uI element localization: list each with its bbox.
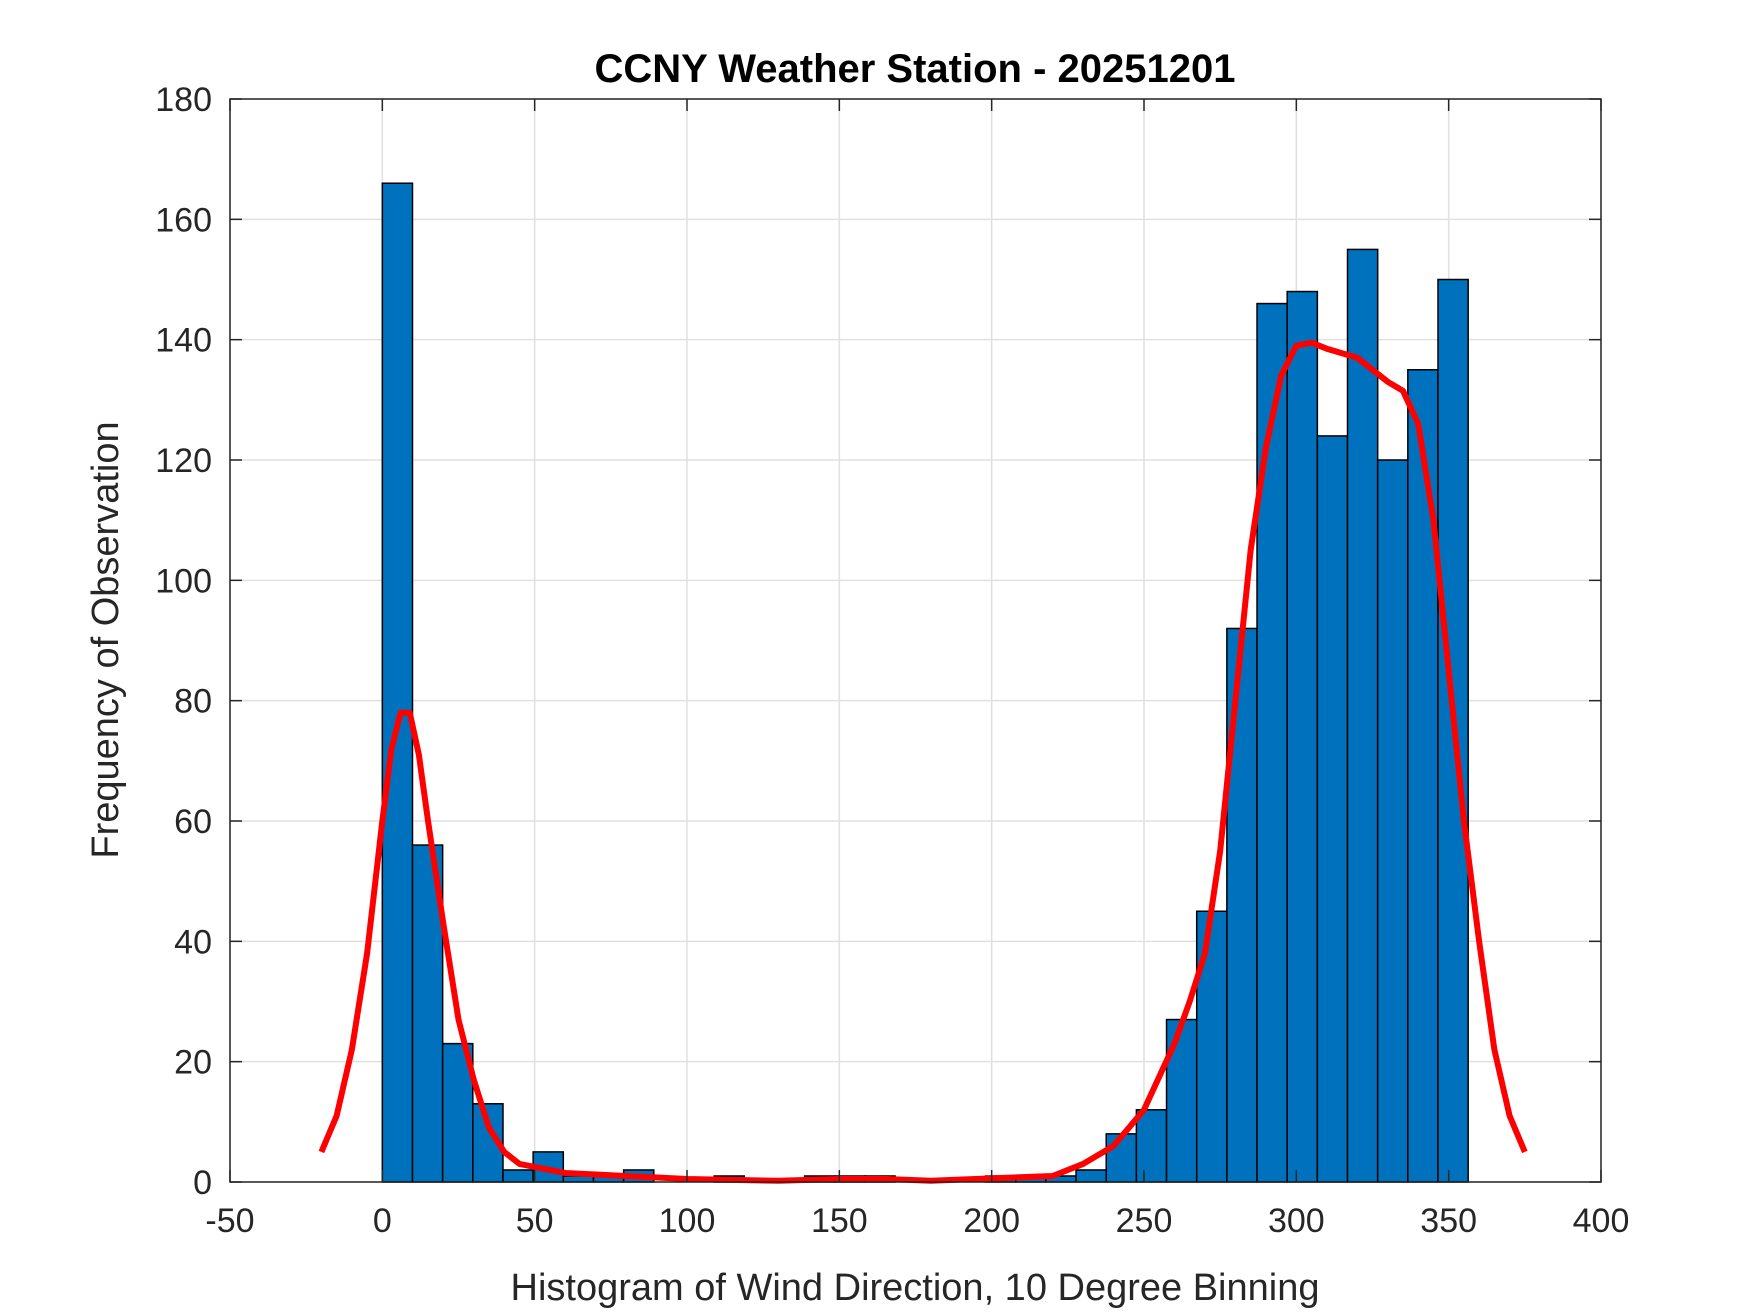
histogram-bar bbox=[1195, 910, 1228, 1183]
histogram-bars bbox=[381, 182, 1469, 1183]
histogram-bar bbox=[1075, 1169, 1107, 1183]
x-tick-labels: -50 0 50 100 150 200 250 300 350 400 bbox=[205, 1202, 1629, 1240]
histogram-bar bbox=[502, 1169, 534, 1183]
density-fit-line bbox=[318, 339, 1528, 1184]
y-axis-label: Frequency of Observation bbox=[85, 421, 127, 858]
y-tick-label: 0 bbox=[193, 1164, 212, 1202]
tick-marks bbox=[229, 98, 1602, 1183]
x-tick-label: -50 bbox=[205, 1202, 254, 1240]
density-curve bbox=[318, 339, 1528, 1184]
x-tick-label: 50 bbox=[516, 1202, 554, 1240]
histogram-bar bbox=[1135, 1109, 1168, 1183]
histogram-bar bbox=[1346, 248, 1379, 1183]
histogram-bar bbox=[381, 182, 414, 1183]
y-tick-label: 100 bbox=[155, 562, 212, 600]
x-tick-label: 0 bbox=[373, 1202, 392, 1240]
x-tick-label: 350 bbox=[1420, 1202, 1477, 1240]
y-tick-label: 140 bbox=[155, 322, 212, 360]
chart-title: CCNY Weather Station - 20251201 bbox=[595, 47, 1236, 91]
histogram-bar bbox=[1407, 369, 1439, 1183]
x-tick-label: 300 bbox=[1268, 1202, 1325, 1240]
x-tick-label: 200 bbox=[963, 1202, 1020, 1240]
x-tick-label: 150 bbox=[811, 1202, 868, 1240]
histogram-bar bbox=[1256, 302, 1288, 1183]
histogram-bar bbox=[1376, 459, 1409, 1183]
y-tick-label: 120 bbox=[155, 442, 212, 480]
y-tick-label: 160 bbox=[155, 201, 212, 239]
histogram-bar bbox=[1286, 290, 1319, 1183]
x-tick-label: 400 bbox=[1573, 1202, 1630, 1240]
y-tick-label: 40 bbox=[174, 923, 212, 961]
axes-frame bbox=[229, 98, 1602, 1183]
y-tick-label: 20 bbox=[174, 1044, 212, 1082]
x-axis-label: Histogram of Wind Direction, 10 Degree B… bbox=[511, 1267, 1320, 1309]
histogram-bar bbox=[1316, 435, 1349, 1183]
y-tick-label: 60 bbox=[174, 803, 212, 841]
y-tick-label: 80 bbox=[174, 683, 212, 721]
y-tick-labels: 0 20 40 60 80 100 120 140 160 180 bbox=[155, 81, 212, 1202]
y-tick-label: 180 bbox=[155, 81, 212, 119]
x-tick-label: 100 bbox=[659, 1202, 716, 1240]
x-tick-label: 250 bbox=[1116, 1202, 1173, 1240]
